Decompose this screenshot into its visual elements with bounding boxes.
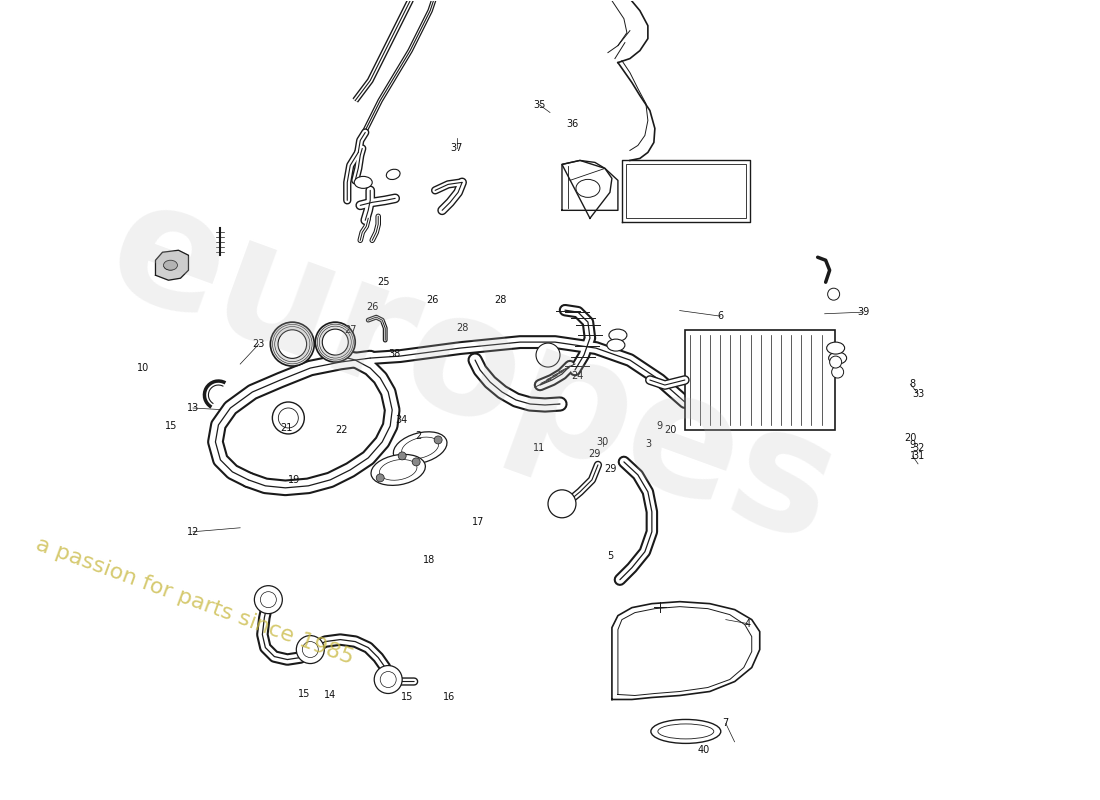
Text: 17: 17 <box>472 517 485 527</box>
Text: 27: 27 <box>344 325 356 334</box>
Text: 15: 15 <box>298 689 310 699</box>
Text: 11: 11 <box>532 443 546 453</box>
Circle shape <box>398 452 406 460</box>
Ellipse shape <box>827 342 845 354</box>
Text: 20: 20 <box>904 434 916 443</box>
Text: 28: 28 <box>494 295 507 305</box>
Circle shape <box>278 408 298 428</box>
Circle shape <box>536 343 560 367</box>
Text: 6: 6 <box>717 311 724 321</box>
Text: 14: 14 <box>324 690 337 701</box>
Text: 37: 37 <box>450 143 463 154</box>
Text: 20: 20 <box>664 425 676 434</box>
Ellipse shape <box>609 329 627 341</box>
Text: 21: 21 <box>280 423 293 433</box>
Circle shape <box>376 474 384 482</box>
Text: 9: 9 <box>910 440 915 450</box>
Bar <box>685 330 835 430</box>
Polygon shape <box>155 250 188 280</box>
Text: 40: 40 <box>697 745 710 754</box>
Polygon shape <box>562 161 612 218</box>
Circle shape <box>278 330 307 358</box>
Text: 25: 25 <box>377 277 389 287</box>
Circle shape <box>254 586 283 614</box>
Text: 8: 8 <box>910 379 915 389</box>
Text: 31: 31 <box>912 451 924 461</box>
Text: 36: 36 <box>565 119 579 130</box>
Text: 7: 7 <box>723 718 729 729</box>
Text: europes: europes <box>88 166 858 579</box>
Circle shape <box>322 329 349 355</box>
Circle shape <box>296 635 324 663</box>
Ellipse shape <box>576 179 600 198</box>
Circle shape <box>273 402 305 434</box>
Text: 29: 29 <box>587 450 601 459</box>
Text: 5: 5 <box>607 550 614 561</box>
Ellipse shape <box>607 339 625 351</box>
Ellipse shape <box>386 170 400 179</box>
Text: 35: 35 <box>532 99 546 110</box>
Polygon shape <box>562 161 618 210</box>
Text: 15: 15 <box>165 421 177 430</box>
Circle shape <box>832 366 844 378</box>
Text: 30: 30 <box>596 437 609 446</box>
Text: 39: 39 <box>857 307 869 317</box>
Circle shape <box>412 458 420 466</box>
Text: 29: 29 <box>604 464 617 474</box>
Circle shape <box>827 288 839 300</box>
Text: 2: 2 <box>415 431 421 441</box>
Ellipse shape <box>651 719 720 743</box>
Circle shape <box>829 356 842 368</box>
Text: 28: 28 <box>455 323 469 333</box>
Text: 24: 24 <box>571 371 584 381</box>
Circle shape <box>316 322 355 362</box>
Text: 34: 34 <box>396 415 408 425</box>
Text: 19: 19 <box>288 475 300 485</box>
Text: 38: 38 <box>388 349 400 358</box>
Circle shape <box>434 436 442 444</box>
Ellipse shape <box>828 352 847 364</box>
Text: 15: 15 <box>402 692 414 702</box>
Circle shape <box>271 322 315 366</box>
Circle shape <box>261 592 276 608</box>
Text: 13: 13 <box>187 403 199 413</box>
Circle shape <box>302 642 318 658</box>
Text: 16: 16 <box>443 692 455 702</box>
Text: 10: 10 <box>138 363 150 373</box>
Text: 33: 33 <box>912 389 924 398</box>
Circle shape <box>548 490 576 518</box>
Text: 9: 9 <box>657 421 663 430</box>
Text: 26: 26 <box>427 295 439 305</box>
Text: 32: 32 <box>912 443 924 453</box>
Circle shape <box>381 671 396 687</box>
Text: 4: 4 <box>745 618 751 629</box>
Circle shape <box>374 666 403 694</box>
Ellipse shape <box>164 260 177 270</box>
Polygon shape <box>621 161 750 222</box>
Text: 12: 12 <box>187 526 199 537</box>
Ellipse shape <box>371 454 426 486</box>
Ellipse shape <box>658 724 714 739</box>
Text: 1: 1 <box>910 451 915 461</box>
Text: 22: 22 <box>336 426 348 435</box>
Ellipse shape <box>394 432 447 464</box>
Text: 3: 3 <box>646 439 652 449</box>
Ellipse shape <box>402 437 439 458</box>
Text: a passion for parts since 1985: a passion for parts since 1985 <box>33 534 356 668</box>
Bar <box>626 165 746 218</box>
Polygon shape <box>612 602 760 699</box>
Text: 26: 26 <box>366 302 378 311</box>
Text: 23: 23 <box>253 339 265 349</box>
Ellipse shape <box>379 459 417 480</box>
Ellipse shape <box>354 176 372 188</box>
Text: 18: 18 <box>424 554 436 565</box>
